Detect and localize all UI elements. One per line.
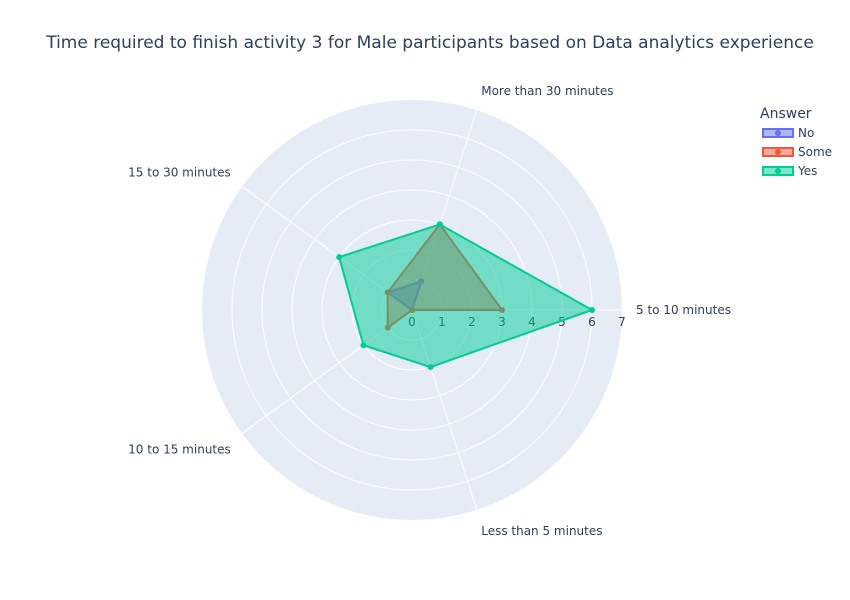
data-point[interactable] <box>436 221 443 228</box>
category-label: 10 to 15 minutes <box>128 443 231 457</box>
series-area <box>338 223 593 369</box>
series-layer <box>336 221 595 371</box>
legend-item-yes[interactable]: Yes <box>762 164 817 178</box>
data-point[interactable] <box>589 307 595 313</box>
legend-marker <box>775 149 781 155</box>
category-label: Less than 5 minutes <box>481 524 602 538</box>
angular-axis-labels: 5 to 10 minutes More than 30 minutes 15 to… <box>128 84 731 538</box>
category-label: 5 to 10 minutes <box>636 303 731 317</box>
category-label: More than 30 minutes <box>481 84 613 98</box>
legend-label: Yes <box>797 164 817 178</box>
category-label: 15 to 30 minutes <box>128 165 231 179</box>
data-point[interactable] <box>336 254 343 261</box>
legend-item-no[interactable]: No <box>762 126 814 140</box>
chart-title: Time required to finish activity 3 for M… <box>46 33 814 53</box>
legend-marker <box>775 130 781 136</box>
series-yes <box>336 221 595 371</box>
legend-marker <box>775 168 781 174</box>
legend-label: No <box>798 126 814 140</box>
legend-item-some[interactable]: Some <box>762 145 832 159</box>
legend-title: Answer <box>760 106 812 122</box>
radial-tick-label: 6 <box>588 315 596 329</box>
radial-tick-label: 5 <box>558 315 566 329</box>
data-point[interactable] <box>427 364 434 371</box>
legend-label: Some <box>798 145 832 159</box>
legend[interactable]: Answer No Some Yes <box>760 106 832 178</box>
data-point[interactable] <box>360 342 367 349</box>
radial-tick-label: 7 <box>618 315 626 329</box>
